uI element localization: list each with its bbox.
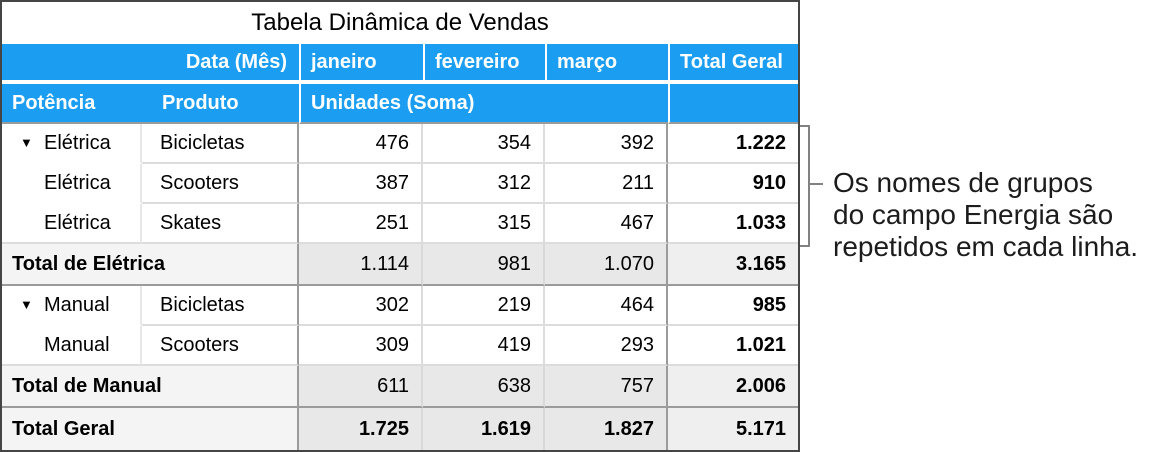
subtotal-row: Total de Manual 611 638 757 2.006 [2,366,799,408]
cell-potencia[interactable]: ▼Elétrica [2,204,142,244]
subtotal-value[interactable]: 1.114 [299,244,423,286]
grand-total-value[interactable]: 1.619 [423,408,545,450]
cell-row-total[interactable]: 1.033 [668,204,799,244]
header-data-mes[interactable]: Data (Mês) [2,44,299,84]
column-header-row: Data (Mês) janeiro fevereiro março Total… [2,44,799,84]
grand-total-row: Total Geral 1.725 1.619 1.827 5.171 [2,408,799,450]
subtotal-row-total[interactable]: 2.006 [668,366,799,408]
cell-potencia[interactable]: ▼ Manual [2,286,142,326]
subtotal-value[interactable]: 611 [299,366,423,408]
cell-value[interactable]: 251 [299,204,423,244]
subtotal-value[interactable]: 638 [423,366,545,408]
cell-produto[interactable]: Skates [142,204,299,244]
cell-row-total[interactable]: 1.222 [668,124,799,164]
pivot-table: Tabela Dinâmica de Vendas Data (Mês) jan… [0,0,800,452]
callout-bracket-tick [810,183,823,185]
grand-total-sum[interactable]: 5.171 [668,408,799,450]
annotation-line: do campo Energia são [833,199,1114,230]
cell-value[interactable]: 419 [423,326,545,366]
annotation-text: Os nomes de grupos do campo Energia são … [833,167,1165,263]
table-title-row: Tabela Dinâmica de Vendas [2,2,799,44]
cell-potencia[interactable]: ▼Manual [2,326,142,366]
table-row: ▼ Manual Bicicletas 302 219 464 985 [2,286,799,326]
subtotal-label[interactable]: Total de Manual [2,366,299,408]
header-month-janeiro[interactable]: janeiro [299,44,423,84]
header-empty [668,84,799,124]
pivot-table-grid: Tabela Dinâmica de Vendas Data (Mês) jan… [2,2,799,450]
cell-produto[interactable]: Bicicletas [142,286,299,326]
subtotal-row: Total de Elétrica 1.114 981 1.070 3.165 [2,244,799,286]
table-row: ▼Elétrica Scooters 387 312 211 910 [2,164,799,204]
header-month-marco[interactable]: março [545,44,668,84]
subtotal-label[interactable]: Total de Elétrica [2,244,299,286]
header-row-fields[interactable]: Potência Produto [2,84,299,124]
subtotal-value[interactable]: 1.070 [545,244,668,286]
cell-produto[interactable]: Scooters [142,164,299,204]
field-header-row: Potência Produto Unidades (Soma) [2,84,799,124]
cell-value[interactable]: 476 [299,124,423,164]
cell-value[interactable]: 464 [545,286,668,326]
cell-value[interactable]: 302 [299,286,423,326]
cell-value[interactable]: 392 [545,124,668,164]
cell-row-total[interactable]: 910 [668,164,799,204]
table-row: ▼ Elétrica Bicicletas 476 354 392 1.222 [2,124,799,164]
annotation-line: Os nomes de grupos [833,167,1093,198]
annotation-line: repetidos em cada linha. [833,231,1139,262]
subtotal-value[interactable]: 981 [423,244,545,286]
grand-total-value[interactable]: 1.725 [299,408,423,450]
header-total-geral[interactable]: Total Geral [668,44,799,84]
subtotal-row-total[interactable]: 3.165 [668,244,799,286]
subtotal-value[interactable]: 757 [545,366,668,408]
cell-value[interactable]: 293 [545,326,668,366]
disclosure-triangle-icon[interactable]: ▼ [20,134,33,150]
potencia-label: Elétrica [44,131,111,154]
cell-value[interactable]: 315 [423,204,545,244]
potencia-label: Elétrica [44,171,111,194]
callout-bracket [800,125,810,247]
cell-value[interactable]: 354 [423,124,545,164]
table-row: ▼Elétrica Skates 251 315 467 1.033 [2,204,799,244]
header-potencia[interactable]: Potência [12,91,96,114]
cell-value[interactable]: 211 [545,164,668,204]
table-title[interactable]: Tabela Dinâmica de Vendas [2,2,799,44]
cell-value[interactable]: 467 [545,204,668,244]
cell-produto[interactable]: Scooters [142,326,299,366]
potencia-label: Manual [44,333,110,356]
cell-row-total[interactable]: 985 [668,286,799,326]
cell-value[interactable]: 387 [299,164,423,204]
header-unidades-soma[interactable]: Unidades (Soma) [299,84,668,124]
disclosure-triangle-icon[interactable]: ▼ [20,296,33,312]
cell-value[interactable]: 309 [299,326,423,366]
table-row: ▼Manual Scooters 309 419 293 1.021 [2,326,799,366]
cell-value[interactable]: 312 [423,164,545,204]
header-produto[interactable]: Produto [162,91,239,114]
potencia-label: Manual [44,293,110,316]
cell-produto[interactable]: Bicicletas [142,124,299,164]
potencia-label: Elétrica [44,211,111,234]
grand-total-label[interactable]: Total Geral [2,408,299,450]
cell-potencia[interactable]: ▼Elétrica [2,164,142,204]
cell-value[interactable]: 219 [423,286,545,326]
header-month-fevereiro[interactable]: fevereiro [423,44,545,84]
cell-potencia[interactable]: ▼ Elétrica [2,124,142,164]
grand-total-value[interactable]: 1.827 [545,408,668,450]
cell-row-total[interactable]: 1.021 [668,326,799,366]
